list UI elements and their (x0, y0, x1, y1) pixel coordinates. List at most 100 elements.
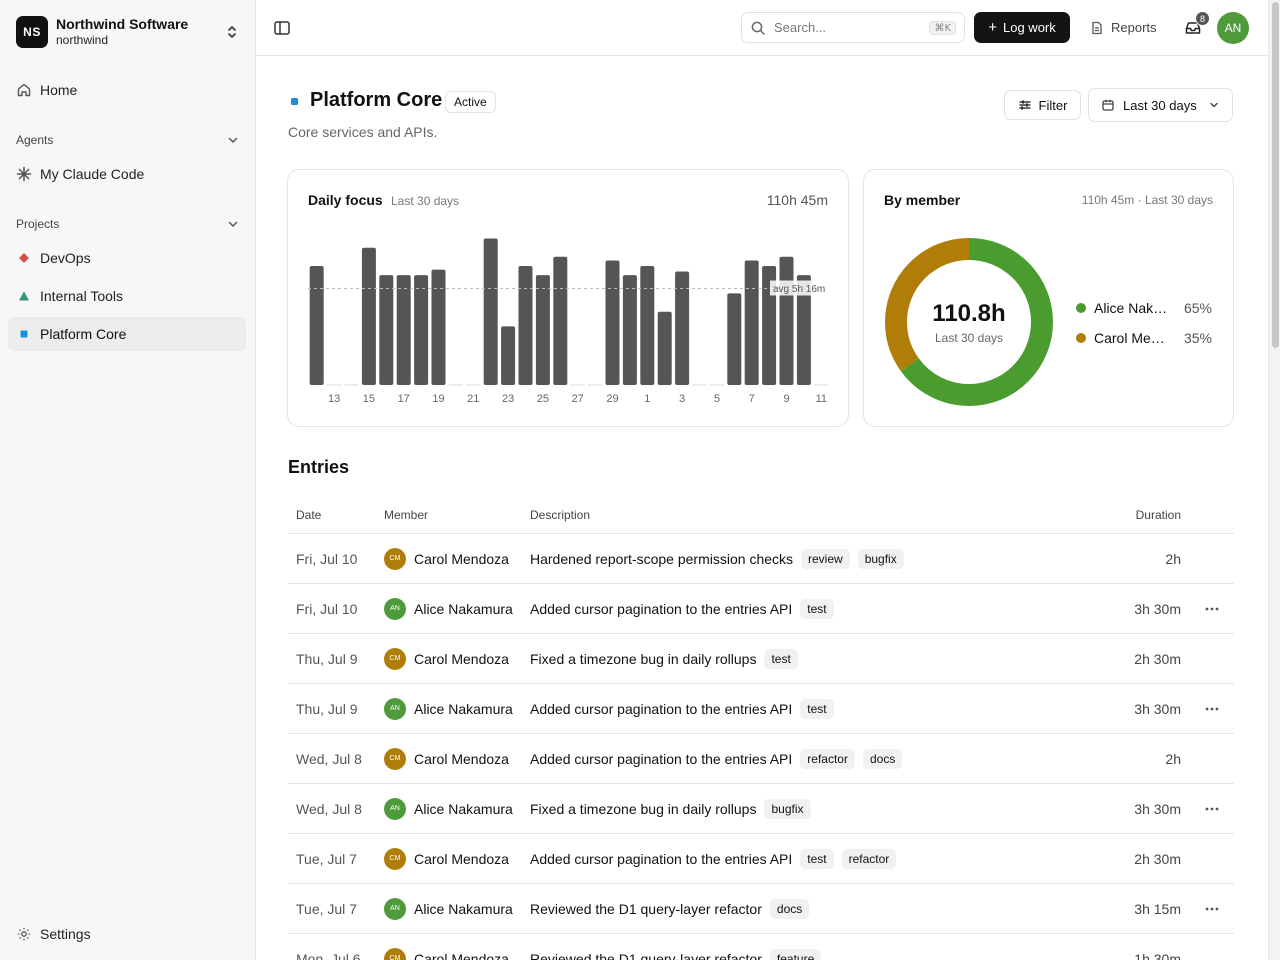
entry-member: AN Alice Nakamura (384, 797, 530, 820)
bar[interactable] (431, 269, 446, 385)
average-label: avg 5h 16m (773, 284, 825, 295)
table-row[interactable]: Thu, Jul 9 AN Alice Nakamura Added cursor p… (288, 684, 1234, 734)
more-horizontal-icon[interactable] (1203, 600, 1221, 618)
bar[interactable] (605, 260, 620, 386)
member-name: Alice Nakamura (414, 600, 513, 617)
bar[interactable] (361, 247, 376, 385)
bar[interactable] (744, 260, 759, 386)
bar[interactable] (796, 275, 811, 385)
bar[interactable] (727, 293, 742, 385)
bar[interactable] (622, 275, 637, 385)
member-name: Alice Nakamura (414, 900, 513, 917)
bar[interactable] (535, 275, 550, 385)
scrollbar-thumb[interactable] (1272, 2, 1279, 348)
status-badge: Active (445, 91, 496, 113)
entry-description: Fixed a timezone bug in daily rollups bug… (530, 798, 1089, 819)
table-row[interactable]: Thu, Jul 9 CM Carol Mendoza Fixed a timezon… (288, 634, 1234, 684)
bar[interactable] (501, 326, 516, 385)
sidebar-toggle-icon[interactable] (272, 18, 292, 38)
table-row[interactable]: Mon, Jul 6 CM Carol Mendoza Reviewed the D1… (288, 934, 1234, 960)
sidebar-item-platform-core[interactable]: Platform Core (8, 317, 246, 351)
legend-item: Alice Nakamura 65% (1076, 300, 1212, 316)
bar[interactable] (379, 275, 394, 385)
sidebar-item-settings[interactable]: Settings (8, 917, 246, 951)
entry-duration: 3h 30m (1134, 800, 1181, 817)
reports-link[interactable]: Reports (1090, 12, 1157, 43)
table-row[interactable]: Wed, Jul 8 AN Alice Nakamura Fixed a timezo… (288, 784, 1234, 834)
tag-chip: bugfix (857, 548, 904, 569)
diamond-icon (16, 250, 32, 266)
entry-member: AN Alice Nakamura (384, 897, 530, 920)
x-tick-label: 3 (679, 393, 685, 405)
more-horizontal-icon[interactable] (1203, 900, 1221, 918)
sidebar-item-my-claude-code[interactable]: My Claude Code (8, 157, 246, 191)
table-row[interactable]: Tue, Jul 7 AN Alice Nakamura Reviewed the D… (288, 884, 1234, 934)
agents-section-toggle[interactable]: Agents (16, 130, 240, 150)
org-name: Northwind Software (56, 16, 189, 33)
search-icon (751, 21, 765, 35)
more-horizontal-icon[interactable] (1203, 700, 1221, 718)
description-text: Added cursor pagination to the entries A… (530, 600, 793, 617)
bar[interactable] (309, 266, 324, 385)
x-tick-label: 21 (467, 393, 479, 405)
x-tick-label: 19 (432, 393, 444, 405)
user-avatar[interactable]: AN (1217, 12, 1249, 44)
inbox-icon[interactable] (1183, 18, 1203, 38)
tag-chip: refactor (800, 748, 855, 769)
chevron-up-down-icon (228, 26, 236, 38)
entry-date: Tue, Jul 7 (296, 850, 357, 867)
sidebar-item-internal-tools[interactable]: Internal Tools (8, 279, 246, 313)
donut-center-label: Last 30 days (935, 331, 1003, 345)
bar[interactable] (675, 271, 690, 386)
table-row[interactable]: Fri, Jul 10 AN Alice Nakamura Added cursor … (288, 584, 1234, 634)
filter-button[interactable]: Filter (1004, 90, 1081, 120)
log-work-button[interactable]: + Log work (974, 12, 1070, 43)
entry-duration: 2h (1165, 550, 1181, 567)
daily-focus-subtitle: Last 30 days (391, 194, 460, 208)
inbox-count-badge: 8 (1195, 11, 1210, 26)
log-work-label: Log work (1003, 20, 1056, 35)
agents-heading: Agents (16, 133, 54, 147)
bar[interactable] (518, 266, 533, 385)
legend-swatch (1076, 303, 1086, 313)
legend-name: Carol Mendoza (1094, 330, 1170, 346)
tag-chip: feature (769, 948, 822, 960)
member-avatar: AN (384, 797, 406, 820)
entry-date: Thu, Jul 9 (296, 700, 358, 717)
date-range-select[interactable]: Last 30 days (1088, 88, 1233, 122)
table-row[interactable]: Fri, Jul 10 CM Carol Mendoza Hardened repor… (288, 534, 1234, 584)
plus-icon: + (988, 19, 997, 36)
projects-section-toggle[interactable]: Projects (16, 214, 240, 234)
bar[interactable] (762, 266, 777, 385)
entry-member: AN Alice Nakamura (384, 597, 530, 620)
x-tick-label: 13 (328, 393, 340, 405)
org-switcher[interactable]: NS Northwind Software northwind (16, 16, 240, 48)
member-avatar: CM (384, 547, 406, 570)
bar[interactable] (414, 275, 429, 385)
scrollbar[interactable] (1268, 0, 1280, 960)
member-name: Carol Mendoza (414, 950, 509, 960)
sidebar-item-devops[interactable]: DevOps (8, 241, 246, 275)
square-icon (16, 326, 32, 342)
donut-slice[interactable] (885, 238, 1053, 406)
search-input[interactable]: Search... ⌘K (741, 12, 965, 43)
entry-date: Wed, Jul 8 (296, 750, 362, 767)
member-avatar: AN (384, 597, 406, 620)
sidebar: NS Northwind Software northwind Home Age… (0, 0, 256, 960)
description-text: Reviewed the D1 query-layer refactor (530, 950, 762, 960)
more-horizontal-icon[interactable] (1203, 800, 1221, 818)
bar[interactable] (553, 256, 568, 385)
table-row[interactable]: Tue, Jul 7 CM Carol Mendoza Added cursor pa… (288, 834, 1234, 884)
bar[interactable] (640, 266, 655, 385)
bar[interactable] (779, 256, 794, 385)
x-tick-label: 15 (363, 393, 375, 405)
bar[interactable] (396, 275, 411, 385)
bar[interactable] (483, 238, 498, 386)
entries-title: Entries (288, 457, 350, 477)
table-row[interactable]: Wed, Jul 8 CM Carol Mendoza Added cursor pa… (288, 734, 1234, 784)
search-placeholder: Search... (774, 20, 827, 35)
sidebar-item-home[interactable]: Home (8, 73, 246, 107)
bar[interactable] (657, 311, 672, 385)
chevron-down-icon (1210, 102, 1218, 108)
tag-chip: test (800, 698, 834, 719)
